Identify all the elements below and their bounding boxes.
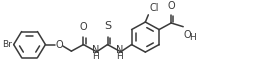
Text: H: H [116,52,123,61]
Text: N: N [116,45,123,55]
Text: O: O [184,29,191,39]
Text: Br: Br [2,40,12,49]
Text: N: N [92,45,99,55]
Text: O: O [56,40,63,50]
Text: H: H [92,52,99,61]
Text: H: H [189,33,195,42]
Text: S: S [104,21,111,31]
Text: O: O [80,22,87,32]
Text: Cl: Cl [149,3,159,13]
Text: O: O [167,1,175,11]
